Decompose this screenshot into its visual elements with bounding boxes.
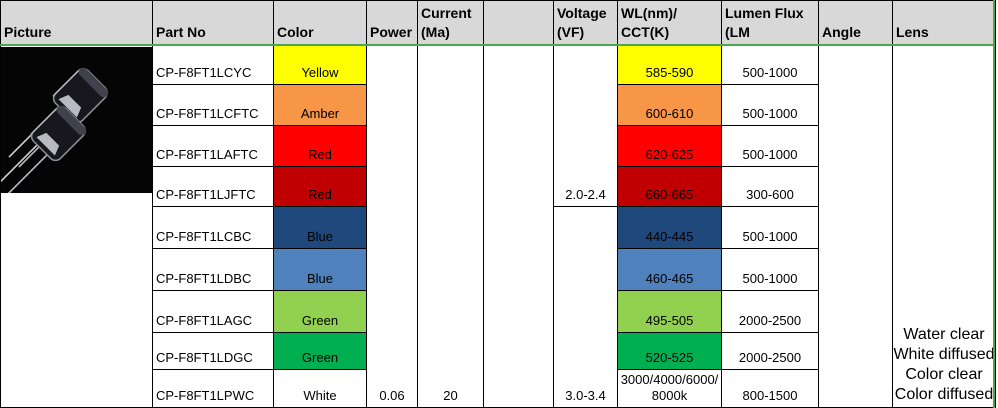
voltage-cell-top[interactable]: 2.0-2.4 <box>554 45 618 207</box>
header-wl-cct[interactable]: WL(nm)/ CCT(K) <box>618 1 722 45</box>
lumen-cell[interactable]: 500-1000 <box>722 45 819 85</box>
led-icon <box>1 105 87 193</box>
part-no-cell[interactable]: CP-F8FT1LCYC <box>153 45 274 85</box>
header-lens[interactable]: Lens <box>893 1 996 45</box>
color-cell[interactable]: Yellow <box>274 45 367 85</box>
header-current[interactable]: Current (Ma) <box>418 1 484 45</box>
header-voltage[interactable]: Voltage (VF) <box>554 1 618 45</box>
lumen-cell[interactable]: 2000-2500 <box>722 333 819 370</box>
angle-cell[interactable] <box>819 45 893 407</box>
led-product-image[interactable] <box>1 47 152 193</box>
color-cell[interactable]: White <box>274 370 367 407</box>
header-color[interactable]: Color <box>274 1 367 45</box>
part-no-cell[interactable]: CP-F8FT1LAGC <box>153 291 274 333</box>
picture-cell[interactable] <box>1 45 153 407</box>
wl-cell[interactable]: 660-665 <box>618 167 722 207</box>
power-cell[interactable]: 0.06 <box>367 45 418 407</box>
current-cell[interactable]: 20 <box>418 45 484 407</box>
part-no-cell[interactable]: CP-F8FT1LAFTC <box>153 126 274 167</box>
lumen-cell[interactable]: 500-1000 <box>722 126 819 167</box>
part-no-cell[interactable]: CP-F8FT1LPWC <box>153 370 274 407</box>
color-cell[interactable]: Red <box>274 126 367 167</box>
wl-cell[interactable]: 620-625 <box>618 126 722 167</box>
blank-cell[interactable] <box>484 45 554 407</box>
part-no-cell[interactable]: CP-F8FT1LCFTC <box>153 85 274 126</box>
lumen-cell[interactable]: 500-1000 <box>722 207 819 249</box>
header-lumen-flux[interactable]: Lumen Flux (LM <box>722 1 819 45</box>
voltage-cell-bottom[interactable]: 3.0-3.4 <box>554 207 618 407</box>
color-cell[interactable]: Amber <box>274 85 367 126</box>
wl-cell[interactable]: 495-505 <box>618 291 722 333</box>
color-cell[interactable]: Blue <box>274 249 367 291</box>
wl-cell[interactable]: 3000/4000/6000/ 8000k <box>618 370 722 407</box>
lumen-cell[interactable]: 500-1000 <box>722 249 819 291</box>
part-no-cell[interactable]: CP-F8FT1LDGC <box>153 333 274 370</box>
lumen-cell[interactable]: 2000-2500 <box>722 291 819 333</box>
lumen-cell[interactable]: 300-600 <box>722 167 819 207</box>
part-no-cell[interactable]: CP-F8FT1LCBC <box>153 207 274 249</box>
color-cell[interactable]: Blue <box>274 207 367 249</box>
header-angle[interactable]: Angle <box>819 1 893 45</box>
color-cell[interactable]: Green <box>274 333 367 370</box>
part-no-cell[interactable]: CP-F8FT1LDBC <box>153 249 274 291</box>
header-blank[interactable] <box>484 1 554 45</box>
header-picture[interactable]: Picture <box>1 1 153 45</box>
lens-cell[interactable]: Water clear White diffused Color clear C… <box>893 45 996 407</box>
wl-cell[interactable]: 600-610 <box>618 85 722 126</box>
lumen-cell[interactable]: 800-1500 <box>722 370 819 407</box>
wl-cell[interactable]: 585-590 <box>618 45 722 85</box>
header-power[interactable]: Power <box>367 1 418 45</box>
wl-cell[interactable]: 520-525 <box>618 333 722 370</box>
wl-cell[interactable]: 460-465 <box>618 249 722 291</box>
header-divider-green-line <box>0 44 995 46</box>
wl-cell[interactable]: 440-445 <box>618 207 722 249</box>
color-cell[interactable]: Green <box>274 291 367 333</box>
header-part-no[interactable]: Part No <box>153 1 274 45</box>
part-no-cell[interactable]: CP-F8FT1LJFTC <box>153 167 274 207</box>
right-boundary-green-line <box>993 0 995 408</box>
lumen-cell[interactable]: 500-1000 <box>722 85 819 126</box>
color-cell[interactable]: Red <box>274 167 367 207</box>
